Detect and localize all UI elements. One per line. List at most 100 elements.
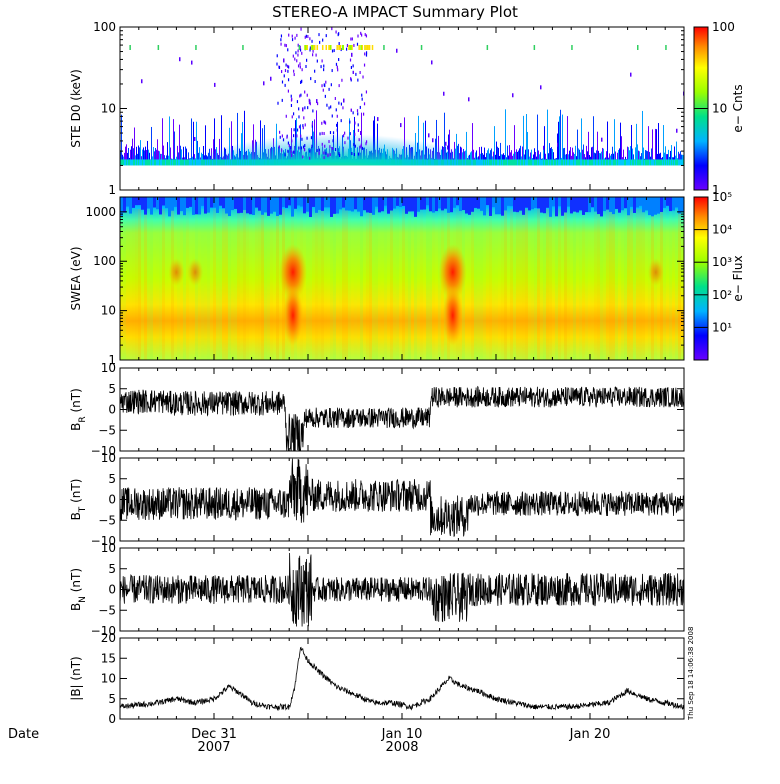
ste-burst <box>298 115 300 119</box>
ste-floor <box>653 159 654 166</box>
swea-top-band <box>642 197 645 213</box>
swea-minor-enhancement <box>187 258 204 287</box>
ste-burst <box>335 62 338 66</box>
y-tick-label: 10 <box>101 541 116 555</box>
ste-burst <box>318 148 320 152</box>
ste-floor <box>652 159 653 166</box>
ste-floor <box>585 159 586 166</box>
colorbar-tick-label: 10⁵ <box>712 190 732 204</box>
swea-stripe <box>435 209 438 360</box>
swea-top-band <box>582 197 585 215</box>
swea-stripe <box>546 209 549 360</box>
swea-enhancement <box>282 285 303 346</box>
panel-frame <box>119 637 685 720</box>
ste-column <box>635 147 636 166</box>
ste-floor <box>543 159 544 166</box>
ste-burst <box>304 106 306 110</box>
y-tick-label: −10 <box>91 444 116 458</box>
swea-stripe <box>336 209 339 360</box>
ste-floor <box>570 159 571 166</box>
ste-floor <box>515 159 516 166</box>
ste-burst <box>288 65 290 69</box>
ste-floor <box>641 159 642 166</box>
swea-stripe <box>306 209 309 360</box>
ste-burst <box>342 106 344 110</box>
swea-stripe <box>366 209 369 360</box>
ste-column <box>552 149 553 166</box>
swea-stripe <box>519 209 522 360</box>
swea-stripe <box>495 209 498 360</box>
swea-top-band <box>297 197 300 206</box>
swea-stripe <box>393 209 396 360</box>
ste-column <box>518 150 519 166</box>
swea-top-band <box>636 197 639 208</box>
swea-top-band <box>246 197 249 214</box>
swea-stripe <box>399 209 402 360</box>
ste-burst <box>307 35 309 39</box>
ste-floor <box>532 159 533 166</box>
ste-column <box>528 149 529 166</box>
swea-top-band <box>162 197 165 206</box>
ste-burst <box>356 42 359 46</box>
ste-burst <box>361 33 363 37</box>
swea-stripe <box>591 209 594 360</box>
ste-burst <box>311 39 313 43</box>
ste-floor <box>576 159 577 166</box>
ste-burst <box>304 90 306 94</box>
ste-high-channel <box>328 45 330 50</box>
colorbar-tick-label: 10² <box>712 288 732 302</box>
swea-top-band <box>435 197 438 212</box>
ste-high-channel <box>350 45 352 50</box>
ste-burst <box>365 53 368 57</box>
ste-column <box>155 148 156 166</box>
swea-stripe <box>525 209 528 360</box>
colorbar-tick-label: 10⁴ <box>712 223 732 237</box>
ste-column <box>606 151 607 166</box>
ste-burst <box>324 121 327 125</box>
colorbar-tick-label: 10³ <box>712 255 732 269</box>
swea-stripe <box>237 209 240 360</box>
ste-high-channel <box>665 45 667 50</box>
swea-stripe <box>486 209 489 360</box>
bt-series-line <box>119 458 685 537</box>
ste-column <box>582 149 583 166</box>
swea-stripe <box>153 209 156 360</box>
ste-burst <box>304 35 306 39</box>
ste-burst <box>310 77 312 81</box>
swea-top-band <box>240 197 243 213</box>
ste-panel: 1 10 100 STE D0 (keV) <box>69 20 685 197</box>
swea-stripe <box>672 209 675 360</box>
ste-floor <box>542 159 543 166</box>
ste-floor <box>645 159 646 166</box>
swea-top-band <box>489 197 492 216</box>
ste-column <box>133 148 134 166</box>
ste-column <box>620 122 621 166</box>
ste-floor <box>540 159 541 166</box>
ste-burst <box>304 144 306 148</box>
swea-stripe <box>249 209 252 360</box>
swea-stripe <box>381 209 384 360</box>
swea-stripe <box>345 209 348 360</box>
x-tick-year: 2007 <box>197 740 230 755</box>
swea-stripe <box>168 209 171 360</box>
swea-top-band <box>438 197 441 209</box>
ste-floor <box>640 159 641 166</box>
swea-stripe <box>669 209 672 360</box>
ste-floor <box>163 159 164 166</box>
swea-top-band <box>510 197 513 207</box>
swea-top-band <box>426 197 429 206</box>
y-tick-label: 10 <box>101 304 116 318</box>
swea-stripe <box>219 209 222 360</box>
ste-burst <box>291 38 294 42</box>
ste-burst <box>296 128 299 132</box>
swea-stripe <box>471 209 474 360</box>
panel-frame <box>119 457 685 542</box>
ste-burst <box>352 70 355 74</box>
swea-top-band <box>375 197 378 207</box>
ste-burst <box>331 27 333 31</box>
ste-floor <box>520 159 521 166</box>
ste-column <box>562 114 563 166</box>
ste-burst <box>344 131 346 135</box>
swea-top-band <box>561 197 564 216</box>
